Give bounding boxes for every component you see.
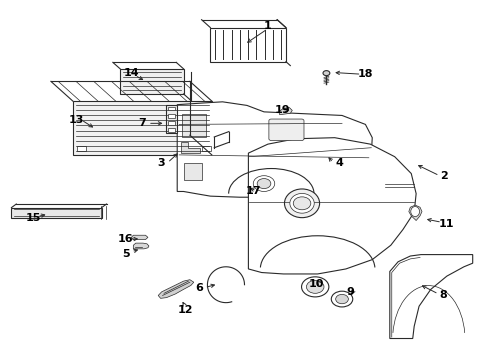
Circle shape xyxy=(257,179,270,189)
Polygon shape xyxy=(279,108,292,115)
Bar xyxy=(210,28,285,62)
Text: 16: 16 xyxy=(117,234,133,244)
Text: 17: 17 xyxy=(245,186,261,197)
Text: 14: 14 xyxy=(123,68,139,78)
Circle shape xyxy=(330,291,352,307)
Text: 12: 12 xyxy=(177,305,192,315)
Bar xyxy=(182,114,206,137)
Text: 13: 13 xyxy=(68,115,84,125)
Text: 18: 18 xyxy=(357,69,372,79)
Polygon shape xyxy=(177,102,371,197)
Polygon shape xyxy=(131,235,148,239)
Polygon shape xyxy=(408,205,421,221)
Bar xyxy=(168,129,175,132)
Text: 5: 5 xyxy=(122,248,130,258)
Text: 8: 8 xyxy=(439,291,447,301)
Text: 1: 1 xyxy=(264,21,271,31)
Ellipse shape xyxy=(410,207,419,217)
Bar xyxy=(120,69,183,94)
Ellipse shape xyxy=(284,189,319,218)
Bar xyxy=(183,163,202,180)
Bar xyxy=(73,101,211,155)
Bar xyxy=(77,146,85,151)
Polygon shape xyxy=(133,243,149,249)
Text: 9: 9 xyxy=(346,287,354,297)
Polygon shape xyxy=(181,142,199,153)
Bar xyxy=(168,114,175,118)
Text: 19: 19 xyxy=(274,105,290,115)
Text: 7: 7 xyxy=(138,118,146,128)
Ellipse shape xyxy=(289,193,314,213)
Circle shape xyxy=(301,277,328,297)
Bar xyxy=(168,107,175,111)
Text: 10: 10 xyxy=(308,279,324,289)
Bar xyxy=(202,146,210,151)
FancyBboxPatch shape xyxy=(268,119,304,140)
Circle shape xyxy=(323,71,329,76)
Text: 11: 11 xyxy=(438,219,454,229)
Text: 3: 3 xyxy=(158,158,165,168)
Text: 6: 6 xyxy=(195,283,203,293)
Circle shape xyxy=(293,197,310,210)
Text: 15: 15 xyxy=(26,213,41,222)
Polygon shape xyxy=(389,255,472,338)
Bar xyxy=(11,208,102,218)
Polygon shape xyxy=(158,280,193,298)
Circle shape xyxy=(335,294,347,304)
Bar xyxy=(168,121,175,125)
Text: 2: 2 xyxy=(440,171,447,181)
Circle shape xyxy=(253,176,274,192)
Circle shape xyxy=(306,280,324,293)
Polygon shape xyxy=(248,138,415,274)
Bar xyxy=(166,105,177,134)
Text: 4: 4 xyxy=(335,158,343,168)
